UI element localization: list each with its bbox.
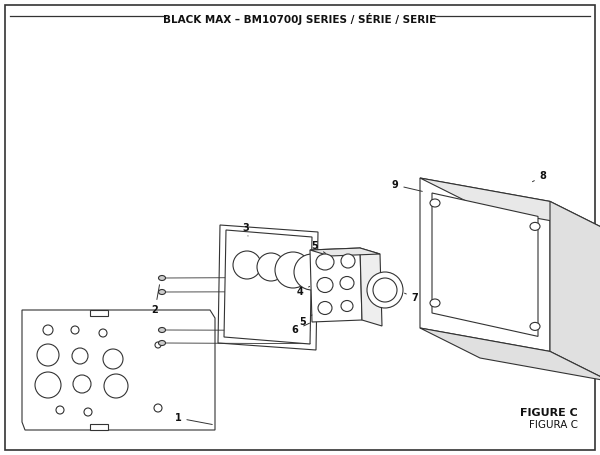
Polygon shape (420, 178, 600, 232)
Ellipse shape (104, 374, 128, 398)
Text: 9: 9 (392, 180, 422, 192)
Ellipse shape (275, 252, 311, 288)
Ellipse shape (158, 340, 166, 345)
Polygon shape (90, 310, 108, 316)
Text: 3: 3 (242, 223, 250, 236)
Ellipse shape (56, 406, 64, 414)
Ellipse shape (155, 342, 161, 348)
Text: FIGURE C: FIGURE C (520, 408, 578, 418)
Polygon shape (550, 202, 600, 381)
Polygon shape (432, 193, 538, 336)
Ellipse shape (43, 325, 53, 335)
Ellipse shape (257, 253, 285, 281)
Ellipse shape (294, 254, 330, 290)
Polygon shape (420, 178, 550, 351)
Polygon shape (224, 230, 312, 344)
Text: 5: 5 (299, 315, 312, 327)
Text: FIGURA C: FIGURA C (529, 420, 578, 430)
Ellipse shape (367, 272, 403, 308)
Ellipse shape (158, 275, 166, 280)
Ellipse shape (154, 404, 162, 412)
Text: BLACK MAX – BM10700J SERIES / SÉRIE / SERIE: BLACK MAX – BM10700J SERIES / SÉRIE / SE… (163, 13, 437, 25)
Ellipse shape (430, 299, 440, 307)
Text: 7: 7 (404, 293, 418, 303)
Ellipse shape (340, 277, 354, 289)
Polygon shape (310, 248, 380, 256)
Ellipse shape (430, 199, 440, 207)
Text: 8: 8 (532, 171, 547, 182)
Ellipse shape (373, 278, 397, 302)
Text: 5: 5 (311, 241, 326, 253)
Ellipse shape (317, 278, 333, 293)
Text: 1: 1 (175, 413, 212, 425)
Polygon shape (420, 328, 600, 381)
Text: 6: 6 (292, 323, 310, 335)
Ellipse shape (72, 348, 88, 364)
Ellipse shape (99, 329, 107, 337)
Ellipse shape (530, 222, 540, 230)
Ellipse shape (158, 289, 166, 294)
Ellipse shape (341, 254, 355, 268)
Ellipse shape (233, 251, 261, 279)
Ellipse shape (73, 375, 91, 393)
Polygon shape (310, 248, 362, 322)
Text: 4: 4 (296, 286, 310, 297)
Ellipse shape (341, 300, 353, 312)
Ellipse shape (35, 372, 61, 398)
Polygon shape (360, 248, 382, 326)
Polygon shape (218, 225, 318, 350)
Ellipse shape (316, 254, 334, 270)
Ellipse shape (84, 408, 92, 416)
Ellipse shape (103, 349, 123, 369)
Ellipse shape (318, 302, 332, 314)
Ellipse shape (158, 328, 166, 333)
Ellipse shape (530, 323, 540, 330)
Ellipse shape (37, 344, 59, 366)
Polygon shape (90, 424, 108, 430)
Ellipse shape (71, 326, 79, 334)
Polygon shape (22, 310, 215, 430)
Text: 2: 2 (152, 285, 160, 315)
